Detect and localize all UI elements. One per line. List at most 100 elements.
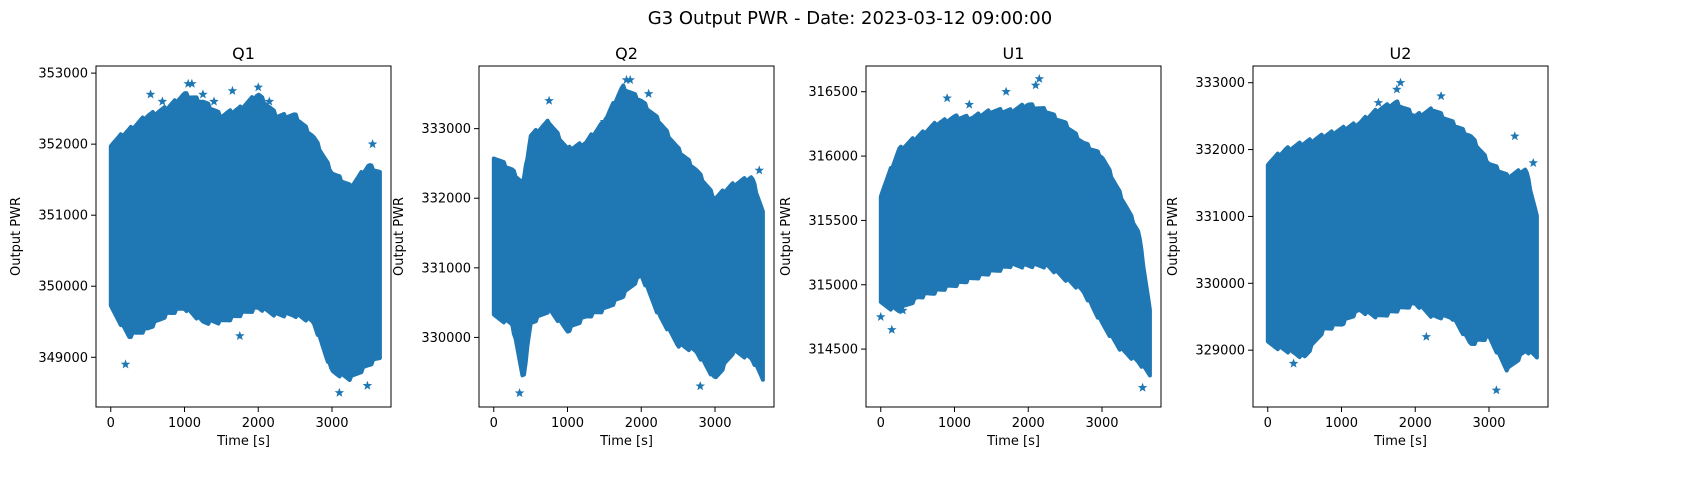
x-tick-label: 0	[1264, 416, 1272, 431]
panel-title: U2	[1390, 44, 1412, 63]
x-axis-label: Time [s]	[1373, 434, 1427, 449]
y-tick-label: 350000	[38, 280, 88, 295]
panel-q2: 0 1000 2000 3000 330000 331000 332000 333000 Q2 T…	[392, 44, 775, 449]
x-axis-label: Time [s]	[216, 434, 270, 449]
x-axis-label: Time [s]	[986, 434, 1040, 449]
outlier-point	[1510, 131, 1520, 141]
outlier-point	[157, 96, 168, 106]
y-tick-label: 330000	[421, 331, 471, 346]
x-tick-label: 0	[107, 416, 115, 431]
y-tick-label: 331000	[421, 261, 471, 276]
axes-frame	[95, 65, 392, 408]
x-tick-label: 2000	[625, 416, 658, 431]
data-band	[878, 102, 1152, 378]
y-tick-label: 333000	[1195, 76, 1245, 91]
x-tick-label: 1000	[168, 416, 201, 431]
y-tick-label: 316000	[808, 150, 858, 165]
data-area	[876, 73, 1152, 392]
outlier-point	[1436, 91, 1446, 101]
y-tick-label: 333000	[421, 122, 471, 137]
outlier-point	[1001, 86, 1011, 96]
x-tick-label: 1000	[551, 416, 584, 431]
y-axis-label: Output PWR	[9, 197, 24, 276]
y-tick-label: 316500	[808, 85, 858, 100]
panel-q1: 0 1000 2000 3000 349000 350000 351000 352000 353…	[9, 44, 392, 449]
outlier-point	[145, 89, 156, 99]
outlier-point	[264, 96, 275, 106]
outlier-point	[754, 165, 764, 175]
y-tick-label: 332000	[1195, 143, 1245, 158]
outlier-point	[362, 380, 373, 390]
data-area	[108, 78, 382, 397]
outlier-point	[187, 78, 197, 88]
y-tick-label: 351000	[38, 209, 88, 224]
y-tick-label: 332000	[421, 192, 471, 207]
outlier-point	[120, 359, 131, 369]
outlier-point	[643, 88, 654, 98]
outlier-point	[1288, 358, 1299, 368]
outlier-point	[942, 93, 952, 103]
y-tick-label: 352000	[38, 138, 88, 153]
data-area	[491, 74, 765, 398]
data-area	[1265, 77, 1539, 395]
panel-u1: 0 1000 2000 3000 314500 315000 315500 316000 316…	[779, 44, 1162, 449]
y-tick-label: 353000	[38, 67, 88, 82]
outlier-point	[1395, 77, 1406, 87]
outlier-point	[887, 324, 897, 334]
outlier-point	[209, 96, 219, 106]
outlier-point	[1137, 382, 1148, 392]
y-tick-label: 315000	[808, 278, 858, 293]
outlier-point	[1421, 331, 1432, 341]
outlier-point	[1373, 97, 1384, 107]
outlier-point	[621, 74, 632, 84]
panel-title: Q2	[615, 44, 638, 63]
y-tick-label: 329000	[1195, 344, 1245, 359]
outlier-point	[964, 99, 974, 109]
outlier-point	[713, 193, 724, 203]
y-axis-label: Output PWR	[392, 197, 407, 276]
outlier-point	[695, 381, 705, 391]
panel-title: Q1	[232, 44, 255, 63]
outlier-point	[876, 311, 886, 321]
x-tick-label: 0	[490, 416, 498, 431]
x-tick-label: 2000	[1399, 416, 1432, 431]
panels: 0 1000 2000 3000 349000 350000 351000 352000 353…	[9, 44, 1549, 449]
outlier-point	[1097, 189, 1107, 199]
x-tick-label: 1000	[938, 416, 971, 431]
outlier-point	[544, 95, 554, 105]
y-tick-label: 314500	[808, 343, 858, 358]
y-tick-label: 331000	[1195, 210, 1245, 225]
data-band	[491, 83, 765, 382]
figure-title: G3 Output PWR - Date: 2023-03-12 09:00:0…	[648, 8, 1052, 29]
outlier-point	[1034, 73, 1045, 83]
panel-title: U1	[1003, 44, 1025, 63]
outlier-point	[898, 305, 908, 315]
axes-frame	[865, 65, 1162, 408]
outlier-point	[1392, 84, 1402, 94]
x-axis-label: Time [s]	[599, 434, 653, 449]
outlier-point	[1030, 80, 1041, 90]
axes-frame	[478, 65, 775, 408]
y-axis-label: Output PWR	[1166, 197, 1181, 276]
outlier-point	[625, 74, 635, 84]
outlier-point	[198, 89, 208, 99]
outlier-point	[183, 78, 193, 88]
y-axis-label: Output PWR	[779, 197, 794, 276]
x-tick-label: 3000	[315, 416, 348, 431]
x-tick-label: 3000	[698, 416, 731, 431]
y-tick-label: 349000	[38, 351, 88, 366]
axes-frame	[1252, 65, 1549, 408]
data-band	[108, 91, 382, 382]
outlier-point	[1528, 158, 1538, 167]
outlier-point	[334, 387, 345, 397]
outlier-point	[514, 388, 525, 398]
outlier-point	[599, 116, 610, 126]
outlier-point	[253, 82, 263, 92]
x-tick-label: 1000	[1325, 416, 1358, 431]
y-tick-label: 315500	[808, 214, 858, 229]
x-tick-label: 0	[877, 416, 885, 431]
outlier-point	[227, 85, 238, 95]
outlier-point	[1491, 385, 1502, 395]
data-band	[1265, 99, 1539, 373]
